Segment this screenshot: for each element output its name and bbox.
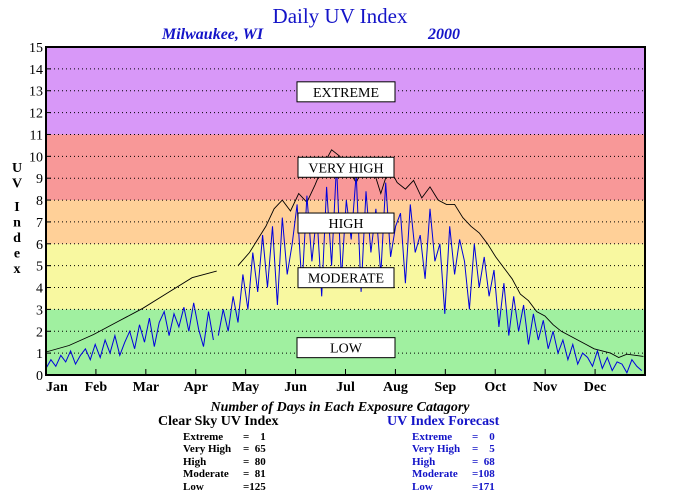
x-tick-label: Aug	[383, 380, 408, 395]
summary-row-label: Low	[412, 480, 433, 493]
x-tick-label: Sep	[434, 380, 456, 395]
summary-row-value: = 81	[243, 468, 266, 481]
summary-row-label: Low	[183, 480, 204, 493]
y-tick-label: 9	[36, 172, 43, 187]
y-tick-label: 13	[29, 85, 43, 100]
y-axis-label-letter: n	[13, 216, 21, 231]
band-label-moderate: MODERATE	[308, 272, 384, 287]
band-label-high: HIGH	[329, 217, 364, 232]
summary-row-value: =171	[472, 480, 495, 493]
summary-row-value: = 68	[472, 455, 495, 468]
x-tick-label: Oct	[484, 380, 506, 395]
y-tick-label: 11	[30, 128, 43, 143]
year-label: 2000	[428, 26, 460, 43]
x-tick-label: Jan	[46, 380, 68, 395]
y-tick-label: 14	[29, 63, 43, 78]
y-tick-label: 0	[36, 369, 43, 384]
y-axis-label-letter: e	[14, 247, 20, 262]
clear-sky-line-0	[45, 270, 217, 353]
summary-row-label: Very High	[412, 443, 461, 456]
y-tick-label: 15	[29, 41, 43, 56]
summary-row-value: =108	[472, 468, 495, 481]
summary-row-label: Extreme	[183, 431, 224, 443]
y-axis-label-letter: x	[14, 262, 21, 277]
y-tick-label: 4	[36, 282, 43, 297]
forecast-line-1	[217, 165, 643, 374]
band-label-extreme: EXTREME	[313, 86, 379, 101]
y-axis-label-letter: V	[12, 177, 22, 192]
summary-title: UV Index Forecast	[387, 414, 500, 429]
summary-row-label: Very High	[183, 443, 232, 456]
y-tick-label: 5	[36, 260, 43, 275]
summary-row-value: = 5	[472, 443, 495, 456]
summary-row-label: Moderate	[183, 468, 229, 481]
y-tick-label: 2	[36, 325, 43, 340]
x-tick-label: Feb	[85, 380, 108, 395]
y-tick-label: 3	[36, 303, 43, 318]
x-tick-label: Dec	[584, 380, 607, 395]
summary-row-value: = 80	[243, 455, 266, 468]
series-lines	[45, 149, 644, 374]
band-labels: LOW MODERATE HIGH VERY HIGH EXTREME	[296, 81, 396, 359]
clear-sky-line-1	[237, 149, 644, 358]
x-tick-label: Apr	[184, 380, 208, 395]
summary-row-value: = 65	[243, 443, 266, 456]
chart-title: Daily UV Index	[272, 4, 408, 28]
summary-row-value: = 1	[243, 431, 266, 443]
summary-title: Clear Sky UV Index	[158, 414, 279, 429]
x-tick-label: May	[232, 380, 259, 395]
band-label-very-high: VERY HIGH	[308, 161, 383, 176]
y-tick-label: 1	[36, 347, 43, 362]
y-tick-label: 7	[36, 216, 43, 231]
y-axis-label-letter: I	[14, 200, 19, 215]
x-tick-label: Mar	[133, 380, 159, 395]
location-label: Milwaukee, WI	[162, 26, 264, 43]
y-tick-label: 8	[36, 194, 43, 209]
summary-row-label: Extreme	[412, 431, 453, 443]
x-tick-label: Nov	[533, 380, 557, 395]
x-tick-label: Jul	[336, 380, 355, 395]
summary-row-value: =125	[243, 480, 266, 493]
x-tick-label: Jun	[284, 380, 307, 395]
y-tick-label: 6	[36, 238, 43, 253]
days-caption: Number of Days in Each Exposure Catagory	[210, 400, 470, 415]
summary-row-label: High	[412, 455, 436, 468]
y-axis-label-letter: U	[12, 161, 22, 176]
summary-row-label: Moderate	[412, 468, 458, 481]
band-label-box	[297, 267, 395, 289]
summary-row-label: High	[183, 455, 207, 468]
band-label-low: LOW	[330, 342, 363, 357]
band-label-box	[297, 212, 395, 234]
band-label-box	[296, 81, 396, 103]
y-tick-label: 10	[29, 150, 43, 165]
forecast-line-0	[45, 302, 214, 369]
y-tick-label: 12	[29, 107, 43, 122]
band-label-box	[296, 337, 396, 359]
summary-row-value: = 0	[472, 431, 495, 443]
y-axis-label-letter: d	[13, 231, 21, 246]
band-label-box	[297, 156, 395, 178]
